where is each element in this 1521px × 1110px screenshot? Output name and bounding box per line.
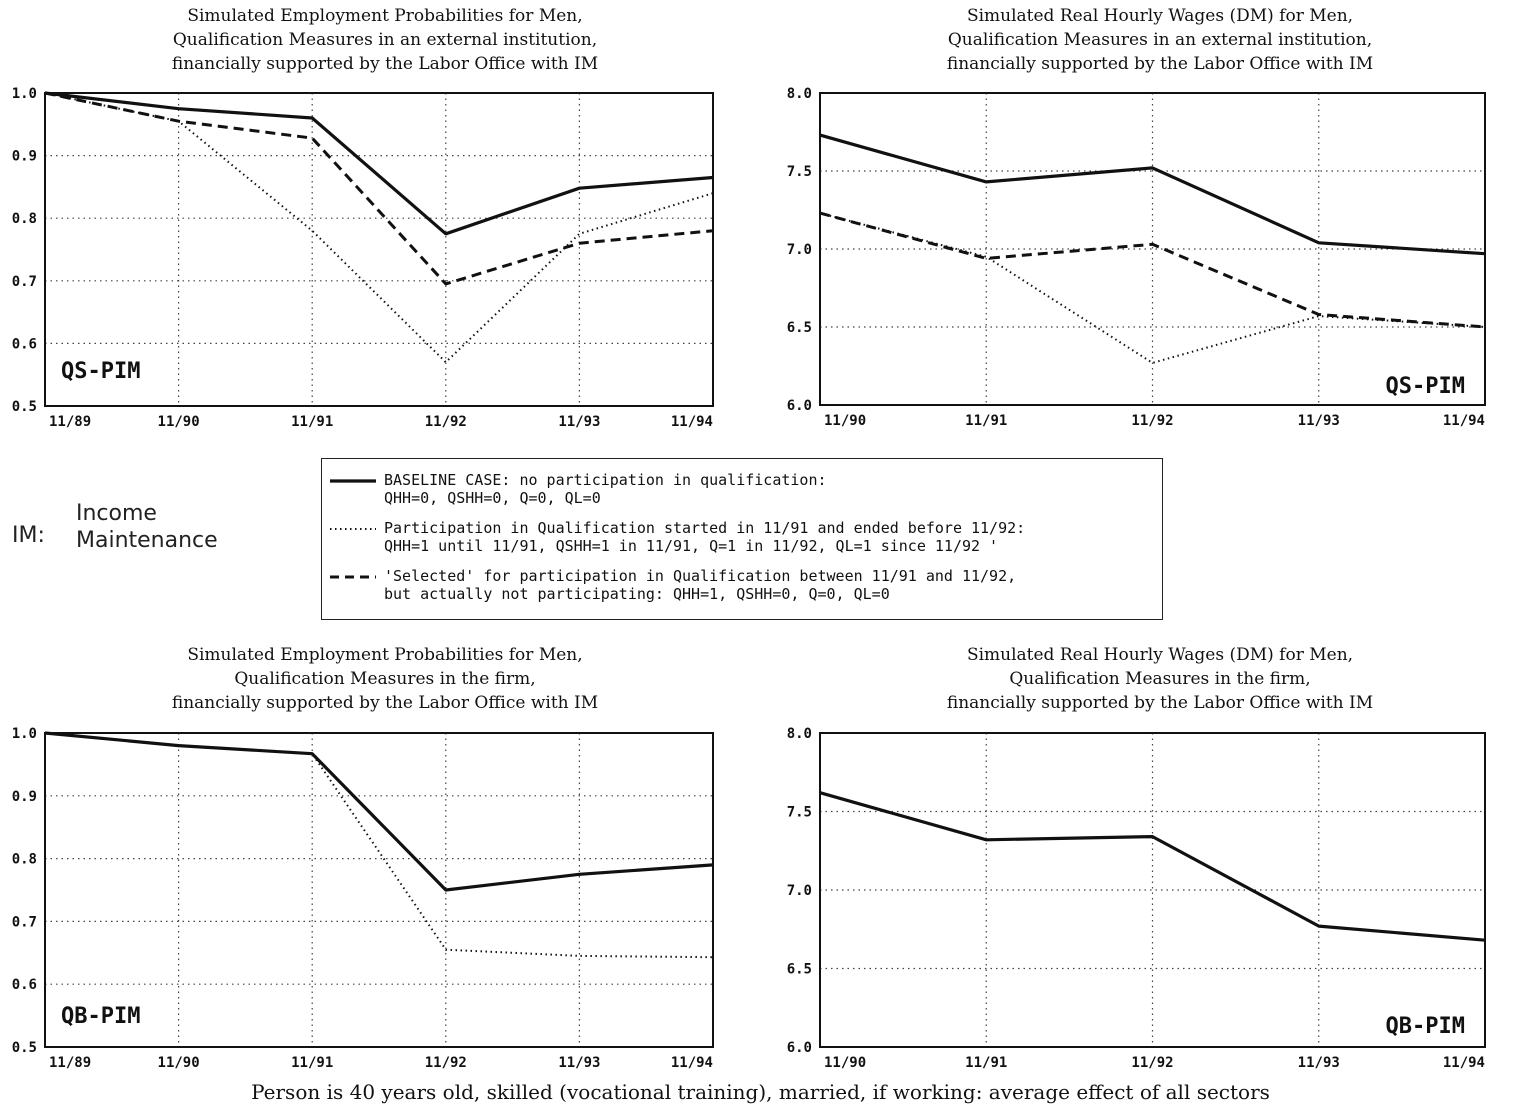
y-tick-label: 0.6: [12, 336, 37, 352]
x-tick-label: 11/90: [824, 413, 866, 429]
y-tick-label: 0.6: [12, 977, 37, 993]
x-tick-label: 11/94: [1443, 1055, 1485, 1071]
y-tick-label: 6.5: [787, 320, 812, 336]
series-line-dotted: [44, 92, 714, 364]
x-tick-label: 11/92: [1131, 413, 1173, 429]
x-tick-label: 11/91: [965, 1055, 1007, 1071]
y-tick-label: 7.5: [787, 164, 812, 180]
x-tick-label: 11/94: [671, 1055, 713, 1071]
chart-annotation: QS-PIM: [61, 359, 140, 384]
x-tick-label: 11/93: [1298, 413, 1340, 429]
chart-annotation: QB-PIM: [1386, 1014, 1465, 1039]
legend-entry-selected: 'Selected' for participation in Qualific…: [330, 567, 1016, 603]
x-tick-label: 11/90: [824, 1055, 866, 1071]
solid-line-swatch-icon: [330, 478, 376, 483]
dotted-line-swatch-icon: [330, 527, 376, 530]
y-tick-label: 7.0: [787, 242, 812, 258]
series-line-solid: [44, 91, 714, 236]
title-line: financially supported by the Labor Offic…: [946, 693, 1374, 713]
footer-note: Person is 40 years old, skilled (vocatio…: [251, 1080, 1270, 1104]
y-tick-label: 1.0: [12, 86, 37, 102]
y-tick-label: 1.0: [12, 726, 37, 742]
chart-title-bottom-left: Simulated Employment Probabilities for M…: [45, 643, 725, 715]
title-line: Simulated Employment Probabilities for M…: [187, 645, 583, 665]
im-line2: Maintenance: [76, 528, 218, 553]
series-line-dashed: [44, 91, 714, 286]
y-tick-label: 8.0: [787, 86, 812, 102]
chart-title-bottom-right: Simulated Real Hourly Wages (DM) for Men…: [820, 643, 1500, 715]
x-tick-label: 11/92: [1131, 1055, 1173, 1071]
x-tick-label: 11/94: [671, 414, 713, 430]
series-line-dotted: [819, 212, 1486, 364]
legend-entry-participation: Participation in Qualification started i…: [330, 519, 1025, 555]
y-tick-label: 6.5: [787, 962, 812, 978]
title-line: financially supported by the Labor Offic…: [171, 54, 599, 74]
y-tick-label: 0.9: [12, 789, 37, 805]
x-tick-label: 11/90: [158, 414, 200, 430]
legend-text: QHH=1 until 11/91, QSHH=1 in 11/91, Q=1 …: [384, 537, 999, 555]
x-tick-label: 11/91: [291, 414, 333, 430]
y-tick-label: 7.0: [787, 883, 812, 899]
title-line: Simulated Employment Probabilities for M…: [187, 6, 583, 26]
series-line-dashed: [819, 211, 1486, 329]
plot-frame: [44, 732, 714, 1048]
legend-text: but actually not participating: QHH=1, Q…: [384, 585, 890, 603]
series-line-solid: [819, 791, 1486, 942]
x-tick-label: 11/91: [965, 413, 1007, 429]
dashed-line-swatch-icon: [330, 575, 376, 578]
title-line: Qualification Measures in an external in…: [172, 30, 598, 50]
x-tick-label: 11/94: [1443, 413, 1485, 429]
x-tick-label: 11/93: [558, 1055, 600, 1071]
legend-text: Participation in Qualification started i…: [384, 519, 1026, 537]
x-tick-label: 11/91: [291, 1055, 333, 1071]
y-tick-label: 0.5: [12, 399, 37, 415]
plot-frame: [44, 92, 714, 407]
y-tick-label: 7.5: [787, 805, 812, 821]
title-line: Simulated Real Hourly Wages (DM) for Men…: [966, 645, 1354, 665]
title-line: Simulated Real Hourly Wages (DM) for Men…: [966, 6, 1354, 26]
y-tick-label: 0.7: [12, 274, 37, 290]
series-line-solid: [44, 731, 714, 892]
x-tick-label: 11/89: [49, 414, 91, 430]
y-tick-label: 0.7: [12, 914, 37, 930]
y-tick-label: 6.0: [787, 1040, 812, 1056]
plot-frame: [819, 92, 1486, 406]
chart-title-top-left: Simulated Employment Probabilities for M…: [45, 4, 725, 76]
title-line: Qualification Measures in the firm,: [1009, 669, 1311, 689]
y-tick-label: 0.8: [12, 211, 37, 227]
chart-annotation: QB-PIM: [61, 1004, 140, 1029]
y-tick-label: 0.9: [12, 149, 37, 165]
series-line-solid: [819, 133, 1486, 256]
x-tick-label: 11/89: [49, 1055, 91, 1071]
chart-title-top-right: Simulated Real Hourly Wages (DM) for Men…: [820, 4, 1500, 76]
legend-text: 'Selected' for participation in Qualific…: [384, 567, 1017, 585]
legend-text: QHH=0, QSHH=0, Q=0, QL=0: [384, 489, 601, 507]
x-tick-label: 11/92: [425, 414, 467, 430]
legend: BASELINE CASE: no participation in quali…: [321, 458, 1163, 620]
title-line: financially supported by the Labor Offic…: [171, 693, 599, 713]
series-line-dotted: [44, 732, 714, 959]
y-tick-label: 0.5: [12, 1040, 37, 1056]
plot-frame: [819, 732, 1486, 1048]
legend-text: BASELINE CASE: no participation in quali…: [384, 471, 827, 489]
y-tick-label: 0.8: [12, 852, 37, 868]
x-tick-label: 11/90: [158, 1055, 200, 1071]
y-tick-label: 6.0: [787, 398, 812, 414]
chart-annotation: QS-PIM: [1386, 374, 1465, 399]
im-line1: Income: [76, 501, 157, 526]
x-tick-label: 11/92: [425, 1055, 467, 1071]
title-line: Qualification Measures in an external in…: [947, 30, 1373, 50]
title-line: financially supported by the Labor Offic…: [946, 54, 1374, 74]
x-tick-label: 11/93: [1298, 1055, 1340, 1071]
legend-entry-baseline: BASELINE CASE: no participation in quali…: [330, 471, 827, 507]
x-tick-label: 11/93: [558, 414, 600, 430]
y-tick-label: 8.0: [787, 726, 812, 742]
title-line: Qualification Measures in the firm,: [234, 669, 536, 689]
im-key: IM:: [12, 523, 45, 548]
im-value: Income Maintenance: [76, 500, 218, 554]
